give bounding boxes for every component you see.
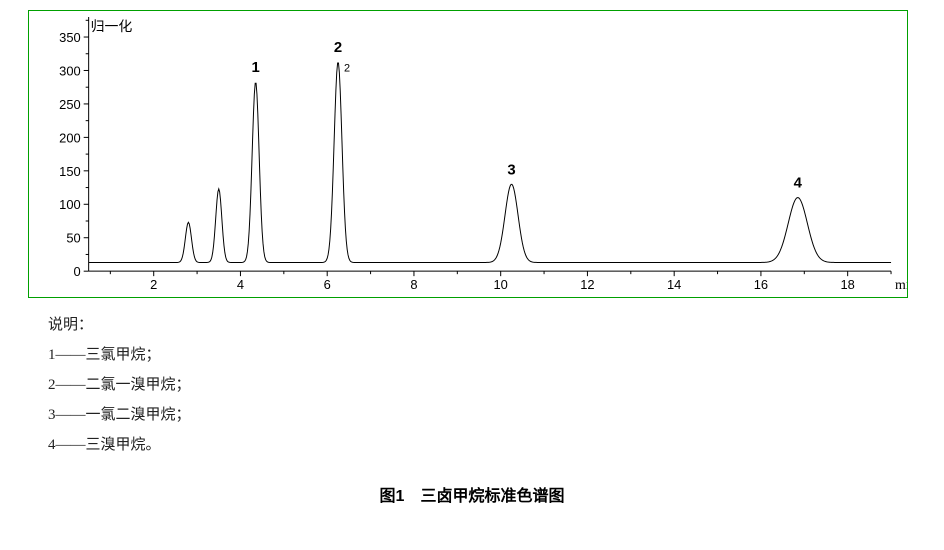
legend-item: 3——一氯二溴甲烷； xyxy=(48,400,916,430)
svg-text:50: 50 xyxy=(66,231,80,246)
svg-text:归一化: 归一化 xyxy=(91,18,133,35)
svg-text:min: min xyxy=(895,278,907,293)
svg-text:200: 200 xyxy=(59,130,81,145)
svg-text:6: 6 xyxy=(324,277,331,292)
svg-text:4: 4 xyxy=(794,176,803,192)
figure-caption: 图1 三卤甲烷标准色谱图 xyxy=(28,482,916,506)
legend-item: 1——三氯甲烷； xyxy=(48,340,916,370)
svg-text:1: 1 xyxy=(251,60,259,76)
svg-text:2: 2 xyxy=(150,277,157,292)
svg-text:300: 300 xyxy=(59,63,81,78)
svg-text:10: 10 xyxy=(494,277,508,292)
legend-block: 说明： 1——三氯甲烷； 2——二氯一溴甲烷； 3——一氯二溴甲烷； 4——三溴… xyxy=(48,310,916,460)
svg-text:14: 14 xyxy=(667,277,681,292)
svg-text:16: 16 xyxy=(754,277,768,292)
legend-heading: 说明： xyxy=(48,310,916,340)
svg-text:250: 250 xyxy=(59,97,81,112)
chart-svg: 05010015020025030035024681012141618归一化mi… xyxy=(29,11,907,297)
svg-text:2: 2 xyxy=(344,63,350,75)
legend-item: 2——二氯一溴甲烷； xyxy=(48,370,916,400)
svg-text:12: 12 xyxy=(580,277,594,292)
svg-text:0: 0 xyxy=(74,264,81,279)
svg-text:2: 2 xyxy=(334,40,342,56)
svg-text:100: 100 xyxy=(59,197,81,212)
svg-text:8: 8 xyxy=(410,277,417,292)
svg-text:350: 350 xyxy=(59,30,81,45)
svg-text:18: 18 xyxy=(840,277,854,292)
legend-item: 4——三溴甲烷。 xyxy=(48,430,916,460)
svg-text:3: 3 xyxy=(507,162,515,178)
chromatogram-chart: 05010015020025030035024681012141618归一化mi… xyxy=(28,10,908,298)
svg-text:150: 150 xyxy=(59,164,81,179)
svg-text:4: 4 xyxy=(237,277,244,292)
